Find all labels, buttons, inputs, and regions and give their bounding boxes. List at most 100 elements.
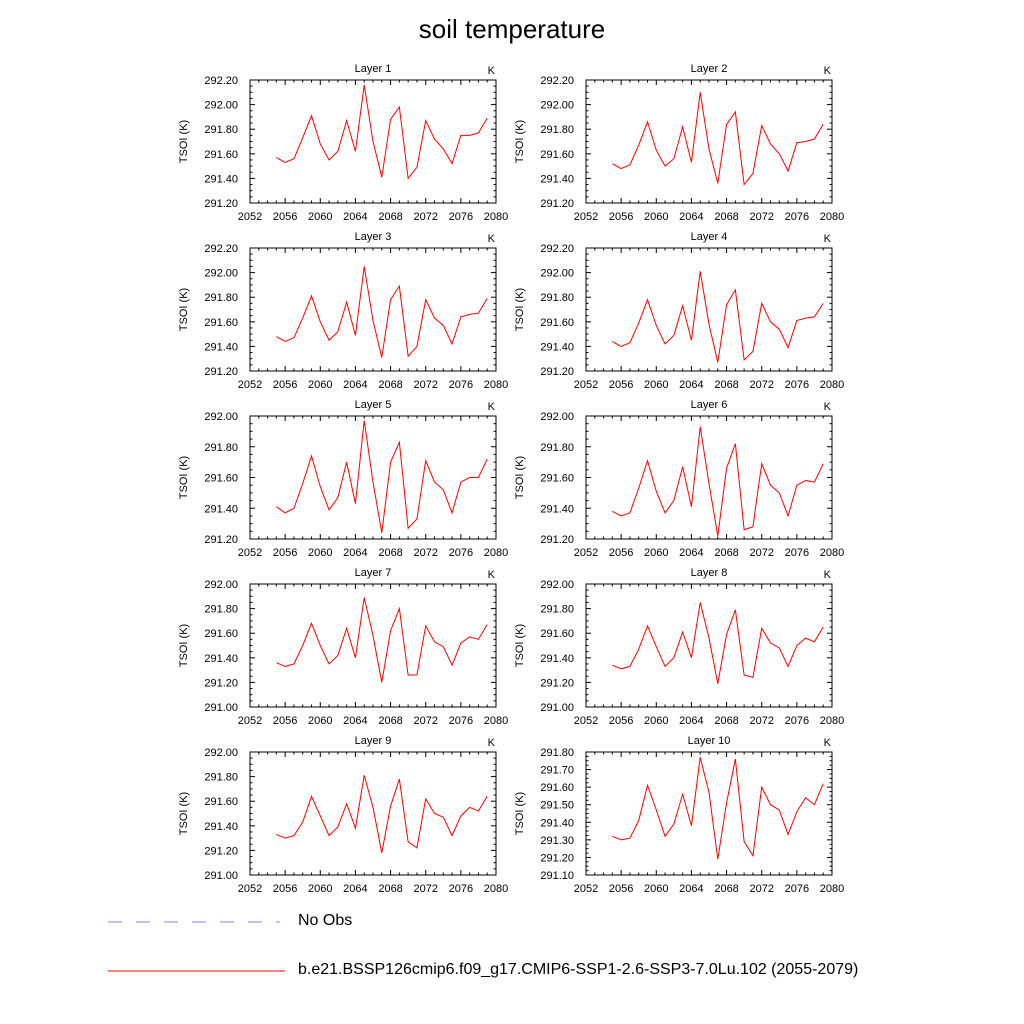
y-tick-label: 291.80 xyxy=(204,772,238,784)
x-tick-label: 2080 xyxy=(484,379,508,391)
y-tick-label: 292.00 xyxy=(540,579,574,591)
y-axis-label: TSOI (K) xyxy=(178,792,190,835)
panel-title: Layer 10 xyxy=(688,735,731,747)
x-tick-label: 2080 xyxy=(820,379,844,391)
y-tick-label: 291.20 xyxy=(540,852,574,864)
y-tick-label: 291.40 xyxy=(204,341,238,353)
x-tick-label: 2052 xyxy=(238,715,262,727)
x-tick-label: 2076 xyxy=(785,883,809,895)
series-line xyxy=(276,597,488,683)
x-tick-label: 2056 xyxy=(273,547,297,559)
x-tick-label: 2060 xyxy=(308,547,332,559)
panel-title: Layer 5 xyxy=(355,399,392,411)
y-tick-label: 291.40 xyxy=(540,173,574,185)
panel-layer-10: 2052 2056 2060 2064 2068 2072 2076 2080 291.10 29… xyxy=(514,735,844,895)
x-tick-label: 2060 xyxy=(644,547,668,559)
x-tick-label: 2080 xyxy=(820,211,844,223)
y-tick-label: 292.20 xyxy=(540,243,574,255)
y-tick-label: 291.60 xyxy=(204,796,238,808)
y-tick-label: 291.40 xyxy=(204,653,238,665)
x-tick-label: 2072 xyxy=(413,547,437,559)
x-tick-label: 2072 xyxy=(749,211,773,223)
panel-unit: K xyxy=(488,65,496,77)
x-tick-label: 2060 xyxy=(308,715,332,727)
y-axis-label: TSOI (K) xyxy=(178,120,190,163)
x-tick-label: 2052 xyxy=(574,715,598,727)
y-axis-label: TSOI (K) xyxy=(514,120,526,163)
y-axis-label: TSOI (K) xyxy=(514,792,526,835)
panel-unit: K xyxy=(488,401,496,413)
x-tick-label: 2072 xyxy=(749,379,773,391)
x-tick-label: 2072 xyxy=(749,883,773,895)
y-axis-label: TSOI (K) xyxy=(178,624,190,667)
x-tick-label: 2052 xyxy=(238,547,262,559)
series-line xyxy=(276,266,488,358)
panel-title: Layer 2 xyxy=(691,63,728,75)
series-line xyxy=(612,602,824,684)
y-tick-label: 291.40 xyxy=(204,821,238,833)
panel-layer-5: 2052 2056 2060 2064 2068 2072 2076 2080 291.20 29… xyxy=(178,399,508,559)
x-tick-label: 2068 xyxy=(378,547,402,559)
x-tick-label: 2056 xyxy=(609,379,633,391)
panel-unit: K xyxy=(824,65,832,77)
y-axis-label: TSOI (K) xyxy=(178,456,190,499)
x-tick-label: 2068 xyxy=(714,547,738,559)
x-tick-label: 2068 xyxy=(378,211,402,223)
y-tick-label: 291.80 xyxy=(204,604,238,616)
x-tick-label: 2080 xyxy=(484,211,508,223)
y-tick-label: 291.40 xyxy=(204,503,238,515)
x-tick-label: 2052 xyxy=(238,211,262,223)
y-tick-label: 291.60 xyxy=(540,628,574,640)
x-tick-label: 2076 xyxy=(449,211,473,223)
x-tick-label: 2068 xyxy=(378,883,402,895)
y-tick-label: 292.20 xyxy=(540,75,574,87)
x-tick-label: 2056 xyxy=(609,547,633,559)
y-tick-label: 291.40 xyxy=(540,503,574,515)
y-tick-label: 291.70 xyxy=(540,765,574,777)
x-tick-label: 2056 xyxy=(273,379,297,391)
x-tick-label: 2076 xyxy=(785,211,809,223)
x-tick-label: 2076 xyxy=(449,883,473,895)
x-tick-label: 2072 xyxy=(413,211,437,223)
x-tick-label: 2064 xyxy=(343,547,367,559)
y-tick-label: 291.20 xyxy=(540,677,574,689)
x-tick-label: 2072 xyxy=(749,547,773,559)
panel-layer-2: 2052 2056 2060 2064 2068 2072 2076 2080 291.20 29… xyxy=(514,63,844,223)
y-tick-label: 292.00 xyxy=(204,411,238,423)
y-tick-label: 292.00 xyxy=(540,268,574,280)
y-tick-label: 292.20 xyxy=(204,75,238,87)
panel-unit: K xyxy=(824,569,832,581)
y-tick-label: 291.00 xyxy=(204,870,238,882)
series-line xyxy=(276,775,488,853)
panel-title: Layer 6 xyxy=(691,399,728,411)
x-tick-label: 2056 xyxy=(609,883,633,895)
x-tick-label: 2056 xyxy=(273,883,297,895)
y-tick-label: 291.20 xyxy=(540,534,574,546)
x-tick-label: 2064 xyxy=(679,715,703,727)
y-tick-label: 291.20 xyxy=(204,366,238,378)
x-tick-label: 2080 xyxy=(820,715,844,727)
x-tick-label: 2080 xyxy=(484,883,508,895)
series-line xyxy=(612,757,824,860)
x-tick-label: 2076 xyxy=(785,547,809,559)
series-line xyxy=(612,92,824,186)
panel-layer-3: 2052 2056 2060 2064 2068 2072 2076 2080 291.20 29… xyxy=(178,231,508,391)
x-tick-label: 2072 xyxy=(413,883,437,895)
x-tick-label: 2068 xyxy=(714,211,738,223)
y-axis-label: TSOI (K) xyxy=(178,288,190,331)
x-tick-label: 2064 xyxy=(679,883,703,895)
y-axis-label: TSOI (K) xyxy=(514,288,526,331)
y-tick-label: 291.80 xyxy=(204,292,238,304)
x-tick-label: 2072 xyxy=(413,715,437,727)
panel-unit: K xyxy=(488,569,496,581)
x-tick-label: 2060 xyxy=(644,379,668,391)
x-tick-label: 2076 xyxy=(449,547,473,559)
x-tick-label: 2080 xyxy=(484,715,508,727)
x-tick-label: 2064 xyxy=(343,883,367,895)
legend-label-model: b.e21.BSSP126cmip6.f09_g17.CMIP6-SSP1-2.… xyxy=(298,961,859,978)
legend-label-no-obs: No Obs xyxy=(298,912,353,929)
y-tick-label: 291.50 xyxy=(540,800,574,812)
panel-layer-7: 2052 2056 2060 2064 2068 2072 2076 2080 291.00 29… xyxy=(178,567,508,727)
y-tick-label: 292.00 xyxy=(204,579,238,591)
